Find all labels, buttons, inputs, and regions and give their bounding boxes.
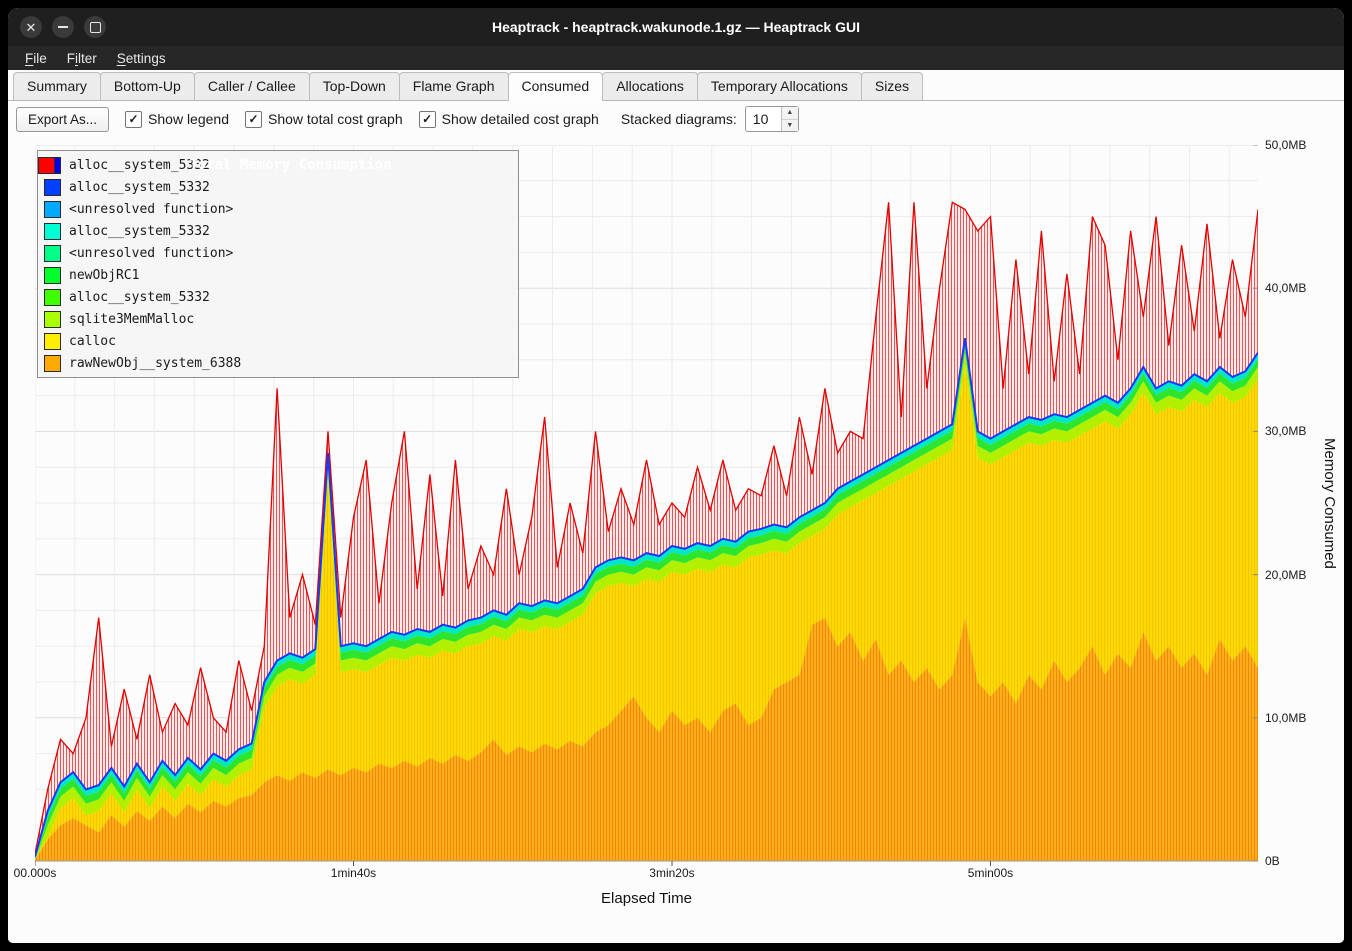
tab-allocations[interactable]: Allocations xyxy=(602,72,698,100)
legend-row: <unresolved function> xyxy=(44,198,512,220)
main-content: Summary Bottom-Up Caller / Callee Top-Down F… xyxy=(8,70,1344,943)
chart-area: Total Memory Consumption alloc__system_53… xyxy=(8,137,1344,943)
x-axis-title: Elapsed Time xyxy=(601,890,692,907)
legend-label: rawNewObj__system_6388 xyxy=(69,355,242,371)
legend-row: alloc__system_5332 xyxy=(44,220,512,242)
y-tick-label: 0B xyxy=(1265,854,1280,868)
y-tick-label: 50,0MB xyxy=(1265,138,1307,152)
x-tick-label: 3min20s xyxy=(649,866,695,880)
legend-label: calloc xyxy=(69,333,116,349)
menu-bar: File Filter Settings xyxy=(8,46,1344,70)
app-window: ✕ Heaptrack - heaptrack.wakunode.1.gz — … xyxy=(8,8,1344,943)
export-as-button[interactable]: Export As... xyxy=(16,106,110,132)
legend-swatch-icon xyxy=(44,332,61,350)
x-tick-label: 00.000s xyxy=(13,866,57,880)
legend-label: newObjRC1 xyxy=(69,267,140,283)
checkbox-show-detailed-cost-graph[interactable]: ✓ Show detailed cost graph xyxy=(418,110,599,128)
legend-swatch-icon xyxy=(44,244,61,262)
menu-filter[interactable]: Filter xyxy=(66,50,97,66)
legend-label: <unresolved function> xyxy=(69,201,234,217)
tab-sizes[interactable]: Sizes xyxy=(860,72,924,100)
titlebar: ✕ Heaptrack - heaptrack.wakunode.1.gz — … xyxy=(8,8,1344,46)
legend-label: alloc__system_5332 xyxy=(69,179,210,195)
tab-bar: Summary Bottom-Up Caller / Callee Top-Down F… xyxy=(8,70,1344,101)
checkmark-icon: ✓ xyxy=(418,110,436,128)
legend-swatch-icon xyxy=(38,156,55,174)
legend-label: <unresolved function> xyxy=(69,245,234,261)
window-title: Heaptrack - heaptrack.wakunode.1.gz — He… xyxy=(491,19,860,35)
legend-swatch-icon xyxy=(44,354,61,372)
legend-label: sqlite3MemMalloc xyxy=(69,311,195,327)
chart-legend: Total Memory Consumption alloc__system_53… xyxy=(37,150,519,378)
checkbox-show-legend[interactable]: ✓ Show legend xyxy=(125,110,229,128)
x-tick-label: 5min00s xyxy=(967,866,1014,880)
legend-swatch-icon xyxy=(44,178,61,196)
minimize-icon[interactable] xyxy=(52,16,74,38)
legend-swatch-icon xyxy=(44,222,61,240)
legend-row: alloc__system_5332 xyxy=(44,176,512,198)
legend-swatch-icon xyxy=(44,200,61,218)
stacked-diagrams-label: Stacked diagrams: xyxy=(620,111,737,127)
checkmark-icon: ✓ xyxy=(244,110,262,128)
tab-top-down[interactable]: Top-Down xyxy=(308,72,400,100)
checkbox-label: Show legend xyxy=(148,111,229,127)
checkbox-show-total-cost-graph[interactable]: ✓ Show total cost graph xyxy=(244,110,403,128)
checkmark-icon: ✓ xyxy=(125,110,143,128)
close-icon[interactable]: ✕ xyxy=(20,16,42,38)
legend-label: alloc__system_5332 xyxy=(69,157,210,173)
legend-title-row: Total Memory Consumption xyxy=(38,154,518,176)
tab-temporary-allocations[interactable]: Temporary Allocations xyxy=(696,72,862,100)
legend-swatch-icon xyxy=(44,310,61,328)
legend-swatch-icon xyxy=(44,266,61,284)
legend-swatch-icon xyxy=(44,288,61,306)
menu-settings[interactable]: Settings xyxy=(116,50,166,66)
y-tick-label: 20,0MB xyxy=(1265,567,1307,582)
legend-label: alloc__system_5332 xyxy=(69,289,210,305)
x-tick-label: 1min40s xyxy=(330,866,377,880)
checkbox-label: Show total cost graph xyxy=(267,111,403,127)
stacked-diagrams-spinbox[interactable]: 10 ▲ ▼ xyxy=(744,106,799,132)
y-tick-label: 30,0MB xyxy=(1265,424,1307,439)
memory-chart[interactable] xyxy=(34,144,1259,872)
spin-up-icon[interactable]: ▲ xyxy=(781,107,798,120)
window-buttons: ✕ xyxy=(20,16,106,38)
y-tick-label: 40,0MB xyxy=(1265,281,1307,296)
legend-row: alloc__system_5332 xyxy=(44,286,512,308)
tab-caller-callee[interactable]: Caller / Callee xyxy=(193,72,310,100)
y-axis-title-wrap: Memory Consumed xyxy=(1321,145,1338,861)
y-tick-label: 10,0MB xyxy=(1265,710,1307,725)
tab-bottom-up[interactable]: Bottom-Up xyxy=(99,72,195,100)
spin-down-icon[interactable]: ▼ xyxy=(781,119,798,131)
y-axis-title: Memory Consumed xyxy=(1321,437,1338,569)
legend-row: rawNewObj__system_6388 xyxy=(44,352,512,374)
toolbar: Export As... ✓ Show legend ✓ Show total cos… xyxy=(8,101,1344,137)
legend-row: <unresolved function> xyxy=(44,242,512,264)
menu-file[interactable]: File xyxy=(25,50,47,66)
tab-summary[interactable]: Summary xyxy=(13,72,101,100)
legend-label: alloc__system_5332 xyxy=(69,223,210,239)
maximize-icon[interactable] xyxy=(84,16,106,38)
legend-row: calloc xyxy=(44,330,512,352)
checkbox-label: Show detailed cost graph xyxy=(441,111,599,127)
checkbox-group: ✓ Show legend ✓ Show total cost graph ✓ Show … xyxy=(125,110,599,128)
tab-consumed[interactable]: Consumed xyxy=(507,72,604,101)
legend-row: sqlite3MemMalloc xyxy=(44,308,512,330)
legend-label: Total Memory Consumption xyxy=(189,157,392,173)
stacked-diagrams-value: 10 xyxy=(752,111,769,127)
tab-flame-graph[interactable]: Flame Graph xyxy=(398,72,509,100)
legend-row: newObjRC1 xyxy=(44,264,512,286)
